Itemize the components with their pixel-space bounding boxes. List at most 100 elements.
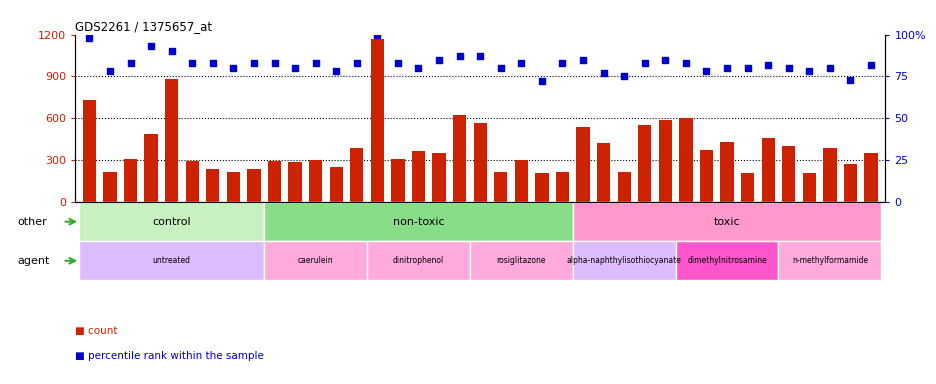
Point xyxy=(431,56,446,63)
Text: n-methylformamide: n-methylformamide xyxy=(791,256,867,265)
Point xyxy=(657,56,672,63)
Point xyxy=(164,48,179,55)
Text: alpha-naphthylisothiocyanate: alpha-naphthylisothiocyanate xyxy=(566,256,680,265)
Bar xyxy=(268,161,281,202)
Bar xyxy=(206,169,219,202)
Bar xyxy=(367,241,470,280)
Text: caerulein: caerulein xyxy=(298,256,333,265)
Bar xyxy=(658,120,671,202)
Bar xyxy=(431,152,446,202)
Bar xyxy=(309,160,322,202)
Text: ■ percentile rank within the sample: ■ percentile rank within the sample xyxy=(75,351,264,361)
Point xyxy=(411,65,426,71)
Bar xyxy=(679,118,692,202)
Bar xyxy=(144,134,157,202)
Bar xyxy=(247,169,260,202)
Bar xyxy=(82,100,96,202)
Point xyxy=(287,65,302,71)
Bar xyxy=(79,202,264,241)
Bar xyxy=(720,142,733,202)
Point xyxy=(349,60,364,66)
Point xyxy=(863,62,878,68)
Text: other: other xyxy=(18,217,47,227)
Point xyxy=(472,53,487,60)
Bar xyxy=(843,164,856,202)
Point xyxy=(636,60,651,66)
Point xyxy=(370,31,385,38)
Point xyxy=(205,60,220,66)
Text: ■ count: ■ count xyxy=(75,326,117,336)
Bar xyxy=(264,241,367,280)
Bar xyxy=(576,127,589,202)
Point xyxy=(554,60,569,66)
Point xyxy=(267,60,282,66)
Bar xyxy=(227,172,240,202)
Text: control: control xyxy=(153,217,191,227)
Point xyxy=(781,65,796,71)
Point xyxy=(698,68,713,74)
Bar xyxy=(473,123,487,202)
Point xyxy=(308,60,323,66)
Bar xyxy=(452,115,466,202)
Point xyxy=(534,78,548,84)
Bar xyxy=(264,202,572,241)
Point xyxy=(102,68,117,74)
Bar xyxy=(572,241,675,280)
Bar xyxy=(514,160,528,202)
Bar xyxy=(470,241,572,280)
Point xyxy=(822,65,837,71)
Bar xyxy=(802,173,815,202)
Bar xyxy=(412,151,425,202)
Bar xyxy=(637,125,651,202)
Bar xyxy=(534,173,548,202)
Point xyxy=(390,60,405,66)
Bar xyxy=(124,159,137,202)
Text: agent: agent xyxy=(18,256,50,266)
Bar xyxy=(617,172,630,202)
Point xyxy=(81,35,96,41)
Bar xyxy=(778,241,881,280)
Bar xyxy=(350,148,363,202)
Bar xyxy=(823,148,836,202)
Bar xyxy=(675,241,778,280)
Text: dimethylnitrosamine: dimethylnitrosamine xyxy=(686,256,767,265)
Bar xyxy=(185,161,198,202)
Bar xyxy=(699,150,712,202)
Bar xyxy=(493,172,507,202)
Point xyxy=(842,77,857,83)
Point xyxy=(226,65,241,71)
Bar xyxy=(79,241,264,280)
Bar xyxy=(329,167,343,202)
Bar xyxy=(288,162,301,202)
Text: GDS2261 / 1375657_at: GDS2261 / 1375657_at xyxy=(75,20,212,33)
Point xyxy=(492,65,507,71)
Point xyxy=(184,60,199,66)
Point xyxy=(246,60,261,66)
Text: rosiglitazone: rosiglitazone xyxy=(496,256,546,265)
Bar xyxy=(165,79,178,202)
Point xyxy=(575,56,590,63)
Point xyxy=(739,65,754,71)
Point xyxy=(329,68,344,74)
Text: dinitrophenol: dinitrophenol xyxy=(392,256,444,265)
Bar xyxy=(761,138,774,202)
Text: non-toxic: non-toxic xyxy=(392,217,444,227)
Point xyxy=(801,68,816,74)
Bar xyxy=(391,159,404,202)
Bar xyxy=(596,144,609,202)
Bar xyxy=(103,172,116,202)
Point xyxy=(678,60,693,66)
Point xyxy=(513,60,528,66)
Point xyxy=(616,73,631,79)
Bar xyxy=(572,202,881,241)
Point xyxy=(123,60,138,66)
Text: toxic: toxic xyxy=(713,217,739,227)
Bar xyxy=(740,174,753,202)
Point xyxy=(143,43,158,50)
Point xyxy=(760,62,775,68)
Bar xyxy=(782,146,795,202)
Point xyxy=(452,53,467,60)
Point xyxy=(719,65,734,71)
Bar xyxy=(863,152,877,202)
Bar xyxy=(371,40,384,202)
